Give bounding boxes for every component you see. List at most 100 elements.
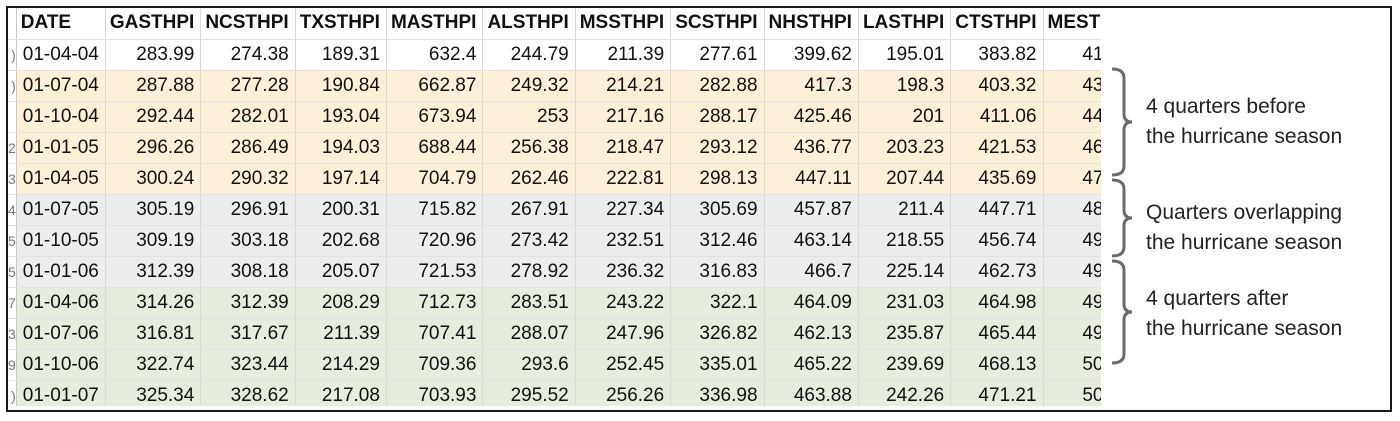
row-number[interactable]: 5: [8, 225, 17, 257]
date-cell[interactable]: 01-10-06: [16, 349, 106, 381]
table-cell[interactable]: 252.45: [575, 349, 672, 381]
table-cell[interactable]: 202.68: [295, 225, 387, 257]
table-cell[interactable]: 462.13: [764, 318, 859, 350]
table-cell[interactable]: 256.26: [575, 380, 672, 406]
table-cell[interactable]: 470: [1043, 163, 1101, 195]
row-number[interactable]: ): [8, 70, 17, 102]
date-cell[interactable]: 01-10-04: [16, 101, 106, 133]
table-cell[interactable]: 283.99: [105, 39, 202, 71]
row-number[interactable]: 5: [8, 256, 17, 288]
table-cell[interactable]: 316.81: [105, 318, 202, 350]
table-cell[interactable]: 236.32: [575, 256, 672, 288]
table-cell[interactable]: 273.42: [482, 225, 576, 257]
table-cell[interactable]: 189.31: [295, 39, 387, 71]
table-cell[interactable]: 438: [1043, 70, 1101, 102]
table-cell[interactable]: 465.44: [950, 318, 1044, 350]
table-cell[interactable]: 466.7: [764, 256, 859, 288]
table-cell[interactable]: 287.88: [105, 70, 202, 102]
table-cell[interactable]: 316.83: [670, 256, 765, 288]
table-cell[interactable]: 227.34: [575, 194, 672, 226]
table-cell[interactable]: 403.32: [950, 70, 1044, 102]
table-cell[interactable]: 217.16: [575, 101, 672, 133]
table-cell[interactable]: 447.71: [950, 194, 1044, 226]
column-header-ncsthpi[interactable]: NCSTHPI: [200, 8, 296, 40]
table-cell[interactable]: 290.32: [200, 163, 296, 195]
column-header-scsthpi[interactable]: SCSTHPI: [670, 8, 765, 40]
spreadsheet[interactable]: DATE GASTHPI NCSTHPI TXSTHPI MASTHPI ALSTHPI M…: [8, 8, 1101, 406]
table-cell[interactable]: 421.53: [950, 132, 1044, 164]
date-cell[interactable]: 01-10-05: [16, 225, 106, 257]
table-cell[interactable]: 492: [1043, 287, 1101, 319]
row-number[interactable]: 7: [8, 287, 17, 319]
row-number[interactable]: [8, 101, 17, 133]
table-cell[interactable]: 300.24: [105, 163, 202, 195]
column-header-ctsthpi[interactable]: CTSTHPI: [950, 8, 1044, 40]
table-cell[interactable]: 399.62: [764, 39, 859, 71]
table-cell[interactable]: 222.81: [575, 163, 672, 195]
table-cell[interactable]: 494: [1043, 256, 1101, 288]
table-cell[interactable]: 436.77: [764, 132, 859, 164]
date-cell[interactable]: 01-01-07: [16, 380, 106, 406]
table-cell[interactable]: 247.96: [575, 318, 672, 350]
table-cell[interactable]: 632.4: [386, 39, 484, 71]
table-cell[interactable]: 217.08: [295, 380, 387, 406]
table-cell[interactable]: 418: [1043, 39, 1101, 71]
table-cell[interactable]: 463.14: [764, 225, 859, 257]
table-cell[interactable]: 201: [858, 101, 952, 133]
table-cell[interactable]: 249.32: [482, 70, 576, 102]
table-cell[interactable]: 288.07: [482, 318, 576, 350]
table-cell[interactable]: 335.01: [670, 349, 765, 381]
table-cell[interactable]: 198.3: [858, 70, 952, 102]
table-cell[interactable]: 495: [1043, 318, 1101, 350]
date-cell[interactable]: 01-04-06: [16, 287, 106, 319]
table-cell[interactable]: 214.29: [295, 349, 387, 381]
table-cell[interactable]: 231.03: [858, 287, 952, 319]
table-cell[interactable]: 195.01: [858, 39, 952, 71]
table-cell[interactable]: 293.6: [482, 349, 576, 381]
date-cell[interactable]: 01-07-04: [16, 70, 106, 102]
table-cell[interactable]: 425.46: [764, 101, 859, 133]
table-cell[interactable]: 463.88: [764, 380, 859, 406]
table-cell[interactable]: 197.14: [295, 163, 387, 195]
table-cell[interactable]: 267.91: [482, 194, 576, 226]
table-cell[interactable]: 296.26: [105, 132, 202, 164]
table-cell[interactable]: 214.21: [575, 70, 672, 102]
column-header-mssthpi[interactable]: MSSTHPI: [575, 8, 672, 40]
table-cell[interactable]: 411.06: [950, 101, 1044, 133]
table-cell[interactable]: 673.94: [386, 101, 484, 133]
date-cell[interactable]: 01-01-05: [16, 132, 106, 164]
table-cell[interactable]: 288.17: [670, 101, 765, 133]
date-cell[interactable]: 01-04-04: [16, 39, 106, 71]
row-number[interactable]: 3: [8, 318, 17, 350]
table-cell[interactable]: 207.44: [858, 163, 952, 195]
table-cell[interactable]: 262.46: [482, 163, 576, 195]
table-cell[interactable]: 456.74: [950, 225, 1044, 257]
table-cell[interactable]: 383.82: [950, 39, 1044, 71]
table-cell[interactable]: 317.67: [200, 318, 296, 350]
table-cell[interactable]: 328.62: [200, 380, 296, 406]
table-cell[interactable]: 709.36: [386, 349, 484, 381]
table-cell[interactable]: 205.07: [295, 256, 387, 288]
table-cell[interactable]: 326.82: [670, 318, 765, 350]
row-number[interactable]: ): [8, 39, 17, 71]
table-cell[interactable]: 194.03: [295, 132, 387, 164]
table-cell[interactable]: 298.13: [670, 163, 765, 195]
column-header-lasthpi[interactable]: LASTHPI: [858, 8, 952, 40]
table-cell[interactable]: 278.92: [482, 256, 576, 288]
table-cell[interactable]: 462.73: [950, 256, 1044, 288]
table-cell[interactable]: 336.98: [670, 380, 765, 406]
table-cell[interactable]: 190.84: [295, 70, 387, 102]
table-cell[interactable]: 502: [1043, 349, 1101, 381]
column-header-date[interactable]: DATE: [16, 8, 106, 40]
table-cell[interactable]: 312.46: [670, 225, 765, 257]
table-cell[interactable]: 253: [482, 101, 576, 133]
column-header-alsthpi[interactable]: ALSTHPI: [482, 8, 576, 40]
row-number[interactable]: 4: [8, 194, 17, 226]
table-cell[interactable]: 325.34: [105, 380, 202, 406]
table-cell[interactable]: 203.23: [858, 132, 952, 164]
row-number[interactable]: 2: [8, 132, 17, 164]
table-cell[interactable]: 208.29: [295, 287, 387, 319]
table-cell[interactable]: 239.69: [858, 349, 952, 381]
table-cell[interactable]: 296.91: [200, 194, 296, 226]
table-cell[interactable]: 312.39: [105, 256, 202, 288]
